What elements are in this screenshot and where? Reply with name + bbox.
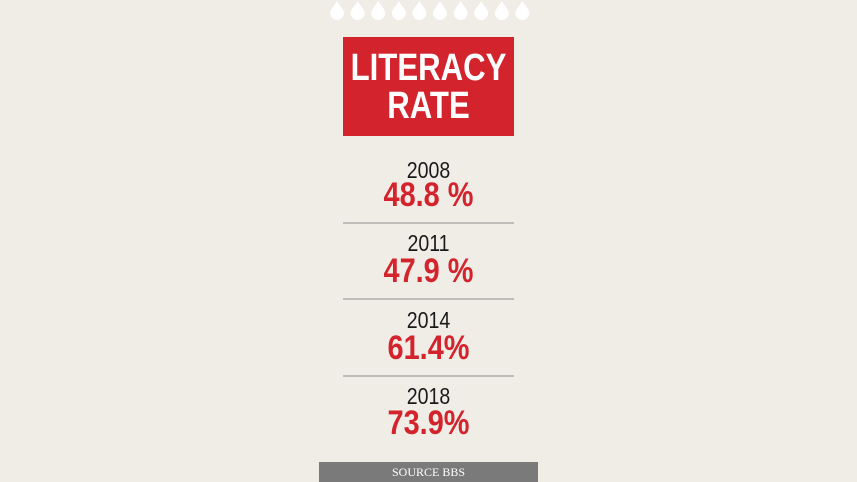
source: SOURCE BBS [392, 465, 465, 479]
drop-decoration [330, 1, 530, 20]
rate: 61.4% [388, 328, 470, 367]
drop [330, 1, 344, 20]
year: 2014 [407, 308, 451, 334]
drop [371, 1, 386, 20]
year: 2018 [407, 384, 450, 410]
drop [412, 1, 427, 20]
source-bar [319, 462, 538, 482]
rate: 47.9 % [384, 251, 474, 290]
title-line: LITERACY [351, 47, 507, 89]
drop [474, 1, 489, 20]
rate: 73.9% [388, 403, 470, 442]
drop [453, 1, 468, 20]
drop [494, 1, 509, 20]
year: 2011 [407, 231, 449, 257]
title-box [343, 37, 514, 136]
drop [433, 1, 447, 20]
year: 2008 [407, 158, 450, 184]
drop [350, 1, 365, 20]
drop [391, 1, 406, 20]
title-line: RATE [387, 85, 469, 127]
drop [515, 1, 530, 20]
rate: 48.8 % [384, 175, 474, 214]
